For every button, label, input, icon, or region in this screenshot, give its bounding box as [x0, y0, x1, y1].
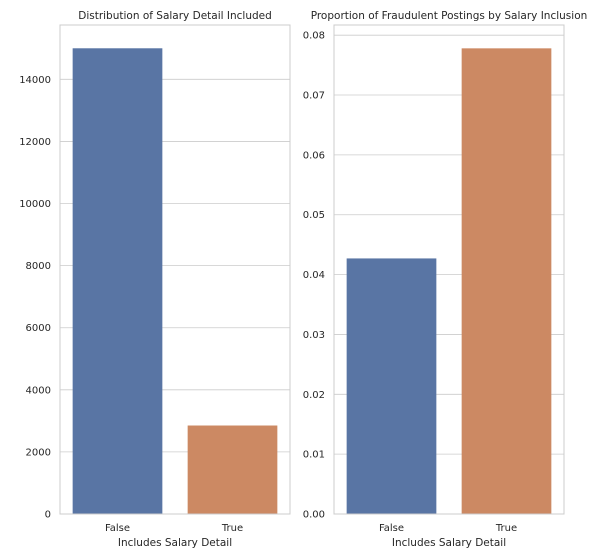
bars — [346, 48, 552, 515]
y-tick-label: 4000 — [26, 385, 51, 396]
x-ticks: False True — [379, 523, 517, 534]
y-tick-label: 0.06 — [303, 150, 325, 161]
y-tick-label: 0.08 — [303, 31, 325, 42]
y-tick-label: 12000 — [19, 137, 51, 148]
y-tick-label: 0.02 — [303, 390, 325, 401]
bar-false — [346, 258, 437, 514]
y-tick-label: 0.07 — [303, 91, 325, 102]
chart-title: Distribution of Salary Detail Included — [78, 10, 272, 22]
chart-title: Proportion of Fraudulent Postings by Sal… — [311, 10, 588, 22]
chart-fraud-proportion: Proportion of Fraudulent Postings by Sal… — [303, 10, 588, 549]
x-tick-label: True — [495, 523, 517, 534]
bar-false — [72, 48, 163, 515]
y-tick-label: 0.03 — [303, 330, 325, 341]
y-tick-label: 14000 — [19, 75, 51, 86]
x-tick-label: True — [221, 523, 243, 534]
x-axis-label: Includes Salary Detail — [392, 537, 506, 549]
y-tick-label: 0.04 — [303, 270, 325, 281]
bars — [72, 48, 278, 515]
x-axis-label: Includes Salary Detail — [118, 537, 232, 549]
y-tick-label: 0.01 — [303, 450, 325, 461]
axes-frame — [333, 24, 565, 515]
y-tick-label: 6000 — [26, 323, 51, 334]
y-tick-label: 0.00 — [303, 510, 325, 521]
bar-true — [187, 425, 278, 514]
y-tick-label: 10000 — [19, 199, 51, 210]
chart-salary-distribution: Distribution of Salary Detail Included 0… — [19, 10, 291, 549]
y-tick-label: 0 — [45, 510, 51, 521]
y-tick-label: 8000 — [26, 261, 51, 272]
y-tick-label: 0.05 — [303, 210, 325, 221]
y-ticks: 0 2000 4000 6000 8000 10000 12000 14000 — [19, 75, 51, 521]
x-ticks: False True — [105, 523, 243, 534]
bar-true — [461, 48, 552, 515]
y-ticks: 0.00 0.01 0.02 0.03 0.04 0.05 0.06 0.07 0.08 — [303, 31, 325, 521]
axes-frame — [59, 24, 291, 515]
x-tick-label: False — [105, 523, 130, 534]
y-tick-label: 2000 — [26, 447, 51, 458]
x-tick-label: False — [379, 523, 404, 534]
